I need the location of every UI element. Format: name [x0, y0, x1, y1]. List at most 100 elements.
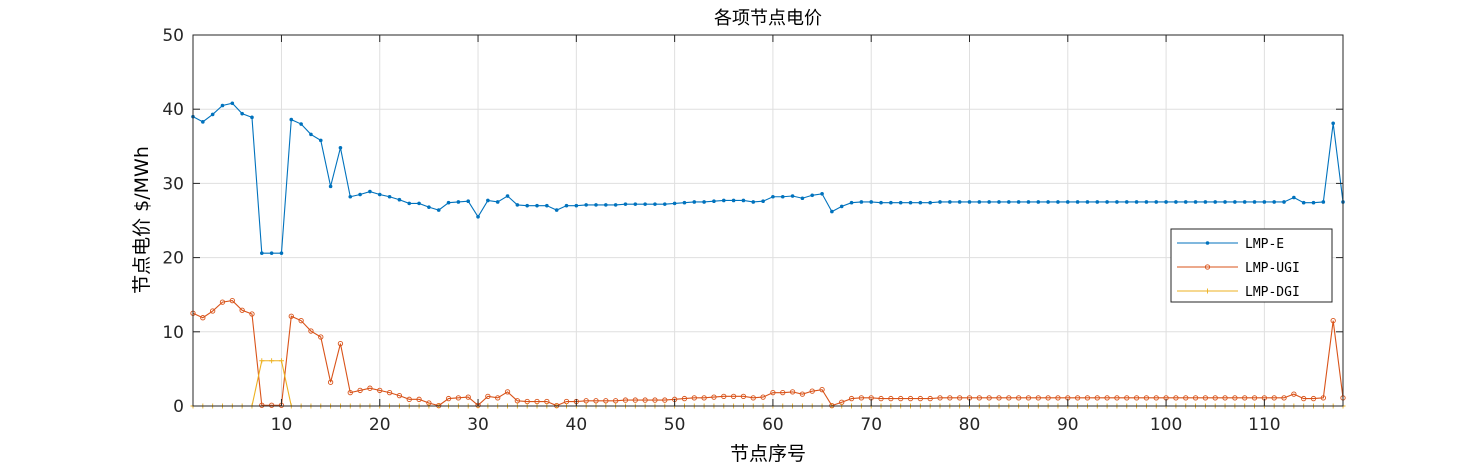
data-point [200, 315, 206, 321]
x-tick-label: 90 [1057, 415, 1079, 435]
data-point [1192, 395, 1199, 401]
data-point [446, 200, 451, 205]
data-point [730, 393, 737, 400]
data-point [1282, 200, 1286, 204]
data-point [790, 194, 795, 198]
data-point [1133, 395, 1140, 401]
legend-label: LMP-UGI [1245, 261, 1300, 276]
data-point [1301, 200, 1306, 205]
data-point [368, 189, 372, 194]
data-point [1242, 395, 1248, 401]
series-lmp-ugi [190, 297, 1346, 409]
data-point [1007, 200, 1011, 204]
data-point [878, 395, 884, 402]
data-point [809, 388, 815, 394]
data-point [1291, 391, 1297, 397]
data-point [1006, 395, 1012, 401]
legend-label: LMP-E [1245, 237, 1284, 252]
data-point [1252, 200, 1257, 204]
data-point [957, 200, 962, 204]
data-point [269, 251, 274, 255]
data-point [495, 200, 500, 204]
data-point [938, 200, 942, 204]
data-point [1183, 395, 1189, 401]
data-point [476, 214, 480, 219]
data-point [1173, 395, 1179, 401]
data-point [416, 396, 422, 402]
x-tick-label: 40 [566, 415, 588, 435]
x-axis-label: 节点序号 [730, 443, 806, 465]
x-tick-label: 110 [1248, 415, 1280, 435]
data-point [612, 398, 619, 404]
legend-label: LMP-DGI [1245, 285, 1300, 300]
data-point [839, 204, 844, 209]
data-point [466, 199, 471, 204]
data-point [1084, 395, 1091, 401]
data-point [1114, 395, 1120, 401]
data-point [250, 115, 254, 120]
data-point [692, 200, 697, 204]
data-point [1065, 200, 1070, 204]
data-point [1164, 200, 1168, 204]
data-point [1075, 200, 1080, 204]
data-point [1144, 200, 1149, 204]
data-point [318, 334, 324, 340]
data-point [327, 379, 334, 385]
data-point [760, 394, 766, 400]
data-point [1203, 200, 1208, 204]
data-point [505, 194, 510, 198]
data-point [1115, 200, 1119, 204]
data-point [1204, 264, 1211, 270]
data-point [986, 395, 992, 401]
data-point [347, 389, 353, 396]
axis-ticks: 10 20 30 40 50 60 70 80 90 100 110 0 10 20 30 40 50 [162, 26, 1343, 435]
y-tick-label: 30 [162, 174, 184, 194]
data-point [387, 194, 392, 199]
data-point [465, 394, 471, 400]
data-point [731, 198, 736, 203]
y-tick-label: 0 [173, 397, 184, 417]
data-point [289, 117, 294, 122]
data-point [1292, 195, 1296, 200]
data-point [1085, 200, 1090, 204]
data-point [288, 313, 294, 319]
data-point [427, 205, 431, 209]
legend: LMP-E LMP-UGI LMP-DGI [1170, 228, 1333, 303]
data-point [653, 202, 657, 206]
x-tick-label: 20 [369, 415, 391, 435]
data-point [485, 393, 491, 400]
data-point [741, 198, 746, 203]
data-point [486, 198, 490, 203]
data-point [1193, 200, 1198, 204]
data-point [299, 122, 303, 126]
data-point [917, 395, 924, 402]
legend-entry: LMP-E [1177, 237, 1284, 252]
data-point [1222, 395, 1228, 401]
data-point [908, 200, 913, 205]
data-point [1025, 395, 1032, 401]
data-point [907, 395, 914, 402]
data-point [445, 395, 452, 402]
data-point [898, 395, 904, 402]
data-point [554, 208, 559, 212]
series-line [192, 300, 1344, 407]
data-point [1094, 395, 1100, 401]
data-point [1015, 395, 1022, 401]
data-point [1104, 395, 1110, 401]
data-point [967, 200, 972, 204]
data-point [308, 328, 314, 334]
data-point [1046, 200, 1050, 204]
data-point [948, 200, 952, 204]
data-point [1262, 200, 1267, 204]
data-point [1242, 200, 1247, 204]
data-point [504, 389, 511, 395]
data-point [240, 111, 244, 116]
data-point [848, 395, 855, 402]
data-point [957, 395, 963, 401]
data-point [603, 398, 609, 404]
data-point [1320, 395, 1326, 401]
data-point [947, 395, 953, 401]
data-point [1174, 200, 1178, 204]
data-point [682, 200, 687, 205]
